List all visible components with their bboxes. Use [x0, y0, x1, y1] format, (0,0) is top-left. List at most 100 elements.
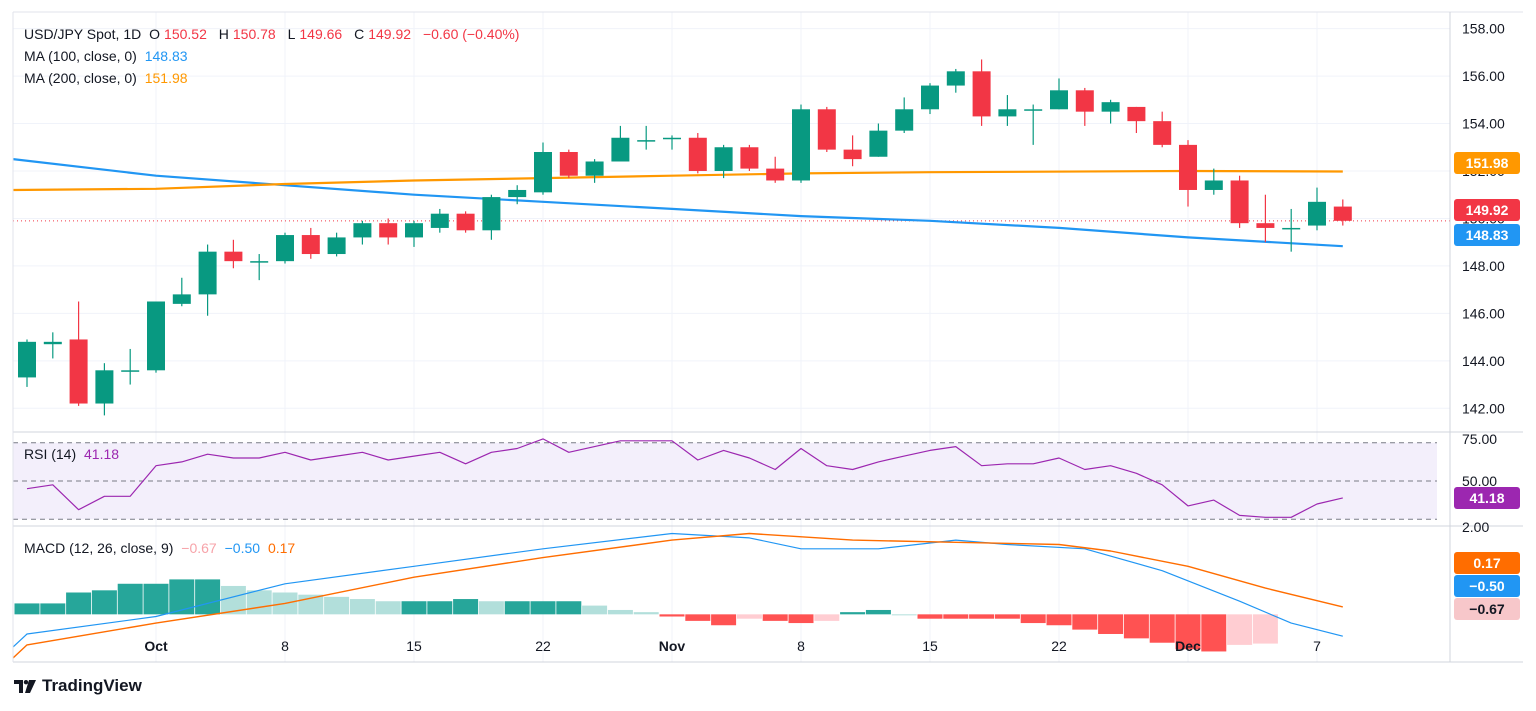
macd-histogram-bar: [375, 601, 401, 615]
macd-histogram-bar: [14, 603, 40, 615]
candle-body: [121, 370, 140, 372]
rsi-legend: RSI (14) 41.18: [24, 446, 120, 462]
candle-body: [379, 223, 398, 238]
macd-histogram-bar: [736, 614, 762, 619]
macd-histogram-bar: [40, 603, 66, 615]
candle-body: [714, 147, 733, 171]
macd-histogram-bar: [582, 605, 608, 615]
candle-body: [1230, 180, 1249, 224]
rsi-pane: [13, 438, 1437, 520]
candle-body: [327, 237, 346, 255]
candle-body: [1256, 223, 1275, 228]
time-tick-label: 8: [281, 638, 289, 654]
macd-tick-label: 2.00: [1462, 519, 1489, 535]
macd-histogram-bar: [865, 609, 891, 615]
macd-histogram-bar: [917, 614, 943, 619]
macd-histogram-bar: [969, 614, 995, 619]
candle-body: [1204, 180, 1223, 190]
macd-histogram-bar: [1020, 614, 1046, 624]
candle: [508, 185, 527, 205]
macd-histogram-bar: [556, 601, 582, 615]
macd-histogram-bar: [1072, 614, 1098, 630]
macd-histogram-bar: [1227, 614, 1253, 645]
macd-histogram-bar: [324, 596, 350, 615]
candle-body: [198, 251, 217, 295]
candle: [817, 106, 836, 152]
candle: [611, 125, 630, 162]
candle: [353, 220, 372, 245]
candle: [379, 218, 398, 245]
macd-histogram-bar: [1201, 614, 1227, 652]
candle: [998, 95, 1017, 126]
candle: [1256, 194, 1275, 243]
candle: [18, 339, 36, 387]
open-label: O 150.52: [149, 26, 207, 42]
candle-body: [224, 251, 243, 262]
candle: [740, 144, 759, 171]
candle: [714, 144, 733, 179]
candle-body: [688, 137, 707, 171]
candle-body: [1050, 90, 1068, 110]
candle: [921, 83, 939, 115]
candle: [1050, 78, 1068, 110]
candle: [482, 194, 501, 240]
candle: [121, 348, 140, 385]
candle: [1308, 187, 1326, 231]
candle-body: [1179, 144, 1197, 190]
macd-histogram-bar: [143, 583, 169, 615]
candle-body: [585, 161, 604, 176]
candle-body: [792, 109, 810, 181]
candle: [637, 125, 656, 150]
ma200-price-tag: 151.98: [1454, 152, 1520, 174]
time-tick-label: 15: [922, 638, 938, 654]
candle-body: [663, 137, 681, 140]
macd-line-tag: −0.50: [1454, 575, 1520, 597]
candle: [1179, 140, 1197, 207]
candle-body: [301, 235, 320, 255]
candle-body: [843, 149, 862, 160]
macd-histogram-bar: [1046, 614, 1072, 626]
ma100-legend: MA (100, close, 0) 148.83: [24, 48, 188, 64]
macd-histogram-bar: [169, 579, 195, 615]
candle-body: [69, 339, 88, 404]
macd-histogram-bar: [91, 590, 117, 615]
macd-histogram-bar: [788, 614, 814, 624]
candle-body: [998, 109, 1017, 117]
rsi-line: [26, 438, 1343, 518]
candle-body: [611, 137, 630, 162]
candle-body: [405, 223, 423, 238]
candle: [766, 156, 785, 183]
ma200-line: [12, 169, 1343, 192]
rsi-tick-label: 75.00: [1462, 431, 1497, 447]
macd-histogram-bar: [504, 601, 530, 615]
macd-histogram-bar: [943, 614, 969, 619]
candle-body: [1333, 206, 1352, 221]
time-tick-label: 22: [1051, 638, 1067, 654]
macd-histogram-bar: [840, 612, 866, 615]
candle-body: [353, 223, 372, 238]
candle-body: [921, 85, 939, 110]
price-tick-label: 144.00: [1462, 353, 1505, 369]
macd-histogram-bar: [633, 612, 659, 615]
candle: [1333, 199, 1352, 226]
moving-average-lines: [12, 158, 1343, 248]
macd-histogram-bar: [453, 599, 479, 615]
candle: [895, 97, 914, 134]
candle: [43, 332, 62, 359]
macd-histogram-bar: [1149, 614, 1175, 643]
candle: [1101, 99, 1120, 124]
candle-body: [1127, 106, 1146, 122]
candle-body: [1153, 121, 1172, 145]
high-label: H 150.78: [218, 26, 276, 42]
macd-signal-tag: 0.17: [1454, 552, 1520, 574]
macd-histogram-bar: [711, 614, 737, 626]
ma200-legend: MA (200, close, 0) 151.98: [24, 70, 188, 86]
candle: [972, 59, 991, 126]
candle: [69, 301, 88, 406]
price-legend: USD/JPY Spot, 1D O 150.52 H 150.78 L 149.66…: [24, 23, 523, 45]
candle-body: [1308, 201, 1326, 226]
time-tick-label: 15: [406, 638, 422, 654]
tradingview-logo[interactable]: TradingView: [14, 676, 142, 696]
macd-histogram-bar: [427, 601, 453, 615]
